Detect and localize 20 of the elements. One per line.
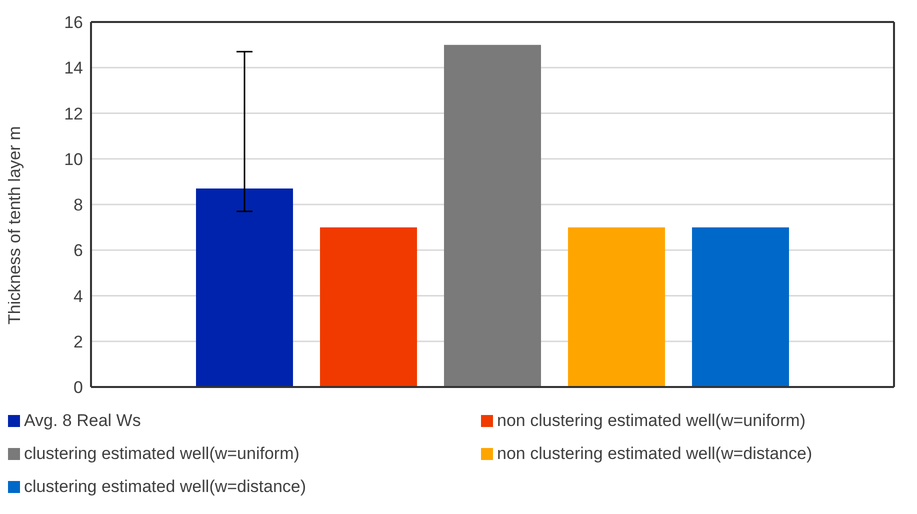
legend-label: clustering estimated well(w=distance)	[24, 477, 306, 497]
bar	[320, 227, 417, 387]
legend-label: non clustering estimated well(w=uniform)	[497, 411, 806, 431]
bar	[568, 227, 665, 387]
bar	[692, 227, 789, 387]
y-tick-label: 6	[74, 241, 83, 260]
y-axis-title: Thickness of tenth layer m	[5, 126, 24, 324]
y-tick-label: 2	[74, 332, 83, 352]
y-tick-label: 0	[74, 378, 83, 398]
y-tick-label: 12	[64, 104, 83, 124]
bar	[444, 44, 541, 387]
y-tick-label: 10	[64, 150, 83, 169]
bar	[196, 188, 293, 387]
legend-label: clustering estimated well(w=uniform)	[24, 444, 300, 464]
y-tick-label: 14	[64, 58, 83, 78]
y-tick-label: 4	[74, 286, 83, 306]
legend-label: Avg. 8 Real Ws	[24, 411, 141, 431]
legend-label: non clustering estimated well(w=distance)	[497, 444, 812, 464]
y-tick-label: 16	[64, 13, 83, 32]
y-tick-label: 8	[74, 196, 83, 215]
